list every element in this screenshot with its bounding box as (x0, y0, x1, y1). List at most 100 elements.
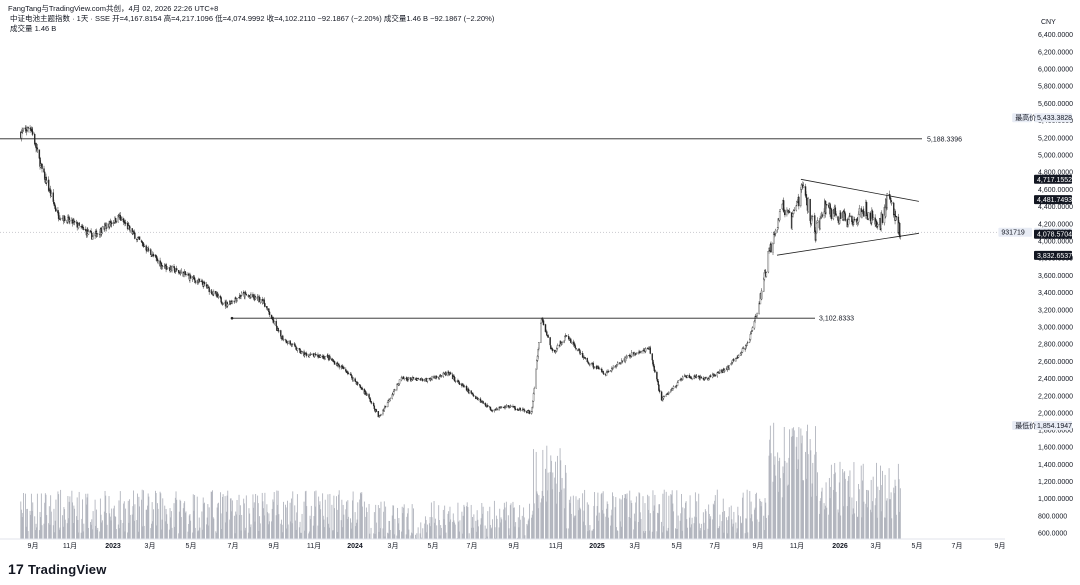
volume-bar (401, 506, 403, 539)
candle-body (861, 211, 863, 219)
volume-bar (698, 523, 700, 539)
volume-bar (91, 519, 93, 539)
volume-bar (830, 486, 832, 539)
volume-bar (566, 528, 568, 539)
volume-bar (440, 527, 442, 539)
volume-bar (517, 537, 519, 539)
candle-body (264, 303, 266, 307)
volume-bar (582, 521, 584, 539)
candle-body (560, 343, 563, 345)
candle-body (303, 354, 306, 357)
volume-bar (513, 507, 515, 539)
volume-bar (229, 519, 231, 539)
candle-body (676, 382, 679, 386)
candle-body (372, 403, 375, 406)
volume-bar (723, 532, 725, 539)
x-axis[interactable]: 9月 11月 2023 3月 5月 7月 9月 11月 2024 3月 5月 7月 9月 11月 2025 3… (0, 538, 1005, 550)
volume-bar (41, 525, 43, 539)
volume-bar (99, 531, 101, 539)
volume-bar (769, 425, 771, 539)
volume-bar (623, 498, 625, 539)
volume-bar (379, 528, 381, 539)
volume-bar (71, 490, 73, 539)
volume-bar (765, 502, 767, 539)
volume-bar (245, 495, 247, 539)
volume-bar (532, 510, 534, 539)
volume-bar (271, 521, 272, 539)
volume-bar (424, 516, 426, 539)
volume-bar (838, 482, 840, 539)
volume-bar (797, 459, 799, 539)
candle-body (294, 345, 297, 347)
volume-bar (229, 498, 231, 539)
y-axis[interactable]: 600.0000 800.0000 1,000.0000 1,200.0000 1,40… (1038, 32, 1073, 537)
volume-bar (67, 496, 69, 539)
volume-bar (659, 504, 661, 539)
volume-bar (176, 499, 178, 539)
candle-body (834, 207, 837, 215)
volume-bar (361, 506, 363, 539)
volume-bar (610, 525, 611, 539)
volume-bar (735, 522, 737, 539)
volume-bar (346, 501, 347, 539)
annotations: 5,188.3396 3,102.8333 (0, 136, 1030, 323)
candle-body (203, 282, 206, 285)
volume-bar (592, 530, 594, 539)
y-tick-label: 1,200.0000 (1038, 479, 1073, 486)
candle-body (379, 415, 382, 417)
volume-bar (178, 533, 180, 539)
candle-body (763, 272, 766, 280)
volume-bar (55, 499, 57, 539)
volume-bar (858, 483, 860, 539)
volume-bar (612, 496, 614, 539)
volume-bar (69, 496, 71, 539)
volume-bar (844, 478, 846, 539)
volume-bar (694, 516, 696, 539)
candle-body (52, 192, 55, 202)
volume-bar (138, 496, 140, 539)
volume-bar (586, 502, 588, 539)
volume-bar (635, 502, 637, 539)
candle-body (754, 316, 756, 322)
candle-body (352, 377, 354, 381)
volume-bar (407, 508, 409, 539)
volume-bar (846, 506, 848, 539)
candle-body (124, 222, 127, 224)
x-tick-label: 7月 (467, 542, 478, 550)
candle-body (38, 149, 41, 159)
volume-bar (117, 524, 119, 539)
volume-bar (712, 519, 714, 539)
candle-body (895, 216, 897, 221)
candle-body (535, 368, 537, 389)
volume-bar (207, 504, 209, 539)
volume-bar (90, 521, 91, 539)
volume-bar (856, 517, 858, 539)
volume-bar (153, 509, 154, 539)
tradingview-logo[interactable]: 17 TradingView (8, 561, 107, 577)
volume-bar (282, 532, 284, 539)
candle-body (142, 243, 145, 247)
volume-bar (644, 503, 646, 539)
volume-bar (758, 521, 760, 539)
x-tick-label: 2026 (832, 543, 848, 550)
volume-bar (730, 505, 732, 539)
volume-bar (118, 500, 120, 539)
volume-bar (466, 506, 467, 539)
candle-body (723, 370, 726, 372)
volume-bar (268, 513, 270, 539)
volume-bar (462, 515, 464, 539)
candle-body (151, 255, 153, 257)
volume-bar (327, 494, 329, 539)
volume-bar (724, 511, 726, 539)
volume-bar (783, 473, 785, 539)
volume-bar (454, 522, 456, 539)
volume-bar (876, 462, 877, 539)
volume-bar (807, 454, 809, 539)
volume-bar (877, 486, 879, 539)
volume-bar (315, 490, 317, 539)
volume-bar (131, 514, 133, 539)
volume-bar (258, 530, 260, 539)
volume-bar (736, 532, 737, 539)
volume-bar (573, 517, 575, 539)
